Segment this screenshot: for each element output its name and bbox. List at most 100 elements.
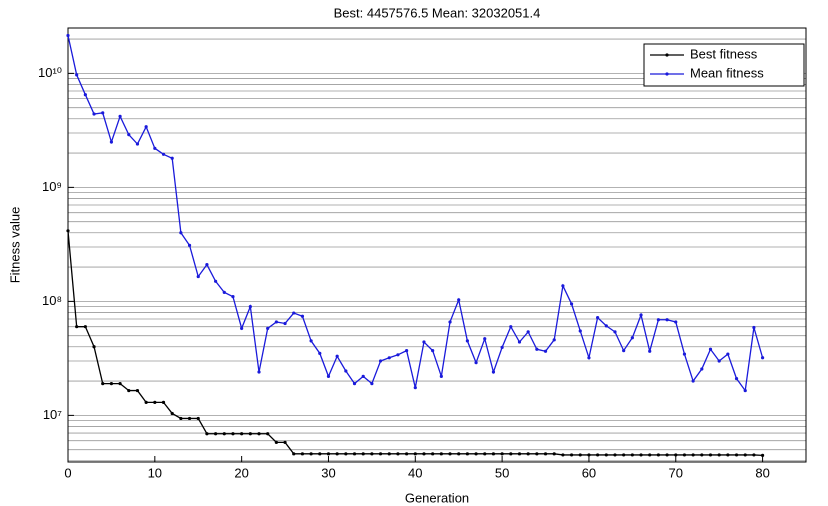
point	[648, 453, 652, 457]
point	[578, 453, 582, 457]
point	[561, 284, 565, 288]
point	[83, 325, 87, 329]
point	[604, 453, 608, 457]
point	[587, 453, 591, 457]
legend-label: Mean fitness	[690, 65, 764, 80]
point	[439, 452, 443, 456]
point	[214, 279, 218, 283]
y-tick-label: 10¹⁰	[38, 65, 62, 80]
point	[587, 356, 591, 360]
point	[396, 452, 400, 456]
point	[101, 382, 105, 386]
point	[491, 370, 496, 374]
point	[734, 453, 739, 457]
point	[274, 320, 278, 324]
y-tick-label: 10⁹	[42, 179, 62, 194]
point	[465, 452, 469, 456]
point	[448, 320, 452, 324]
point	[509, 325, 513, 329]
point	[604, 324, 608, 328]
point	[708, 453, 713, 457]
point	[535, 347, 539, 351]
point	[118, 114, 122, 118]
legend-marker	[665, 53, 669, 57]
point	[639, 453, 643, 457]
point	[361, 374, 365, 378]
x-tick-label: 50	[495, 465, 509, 480]
point	[422, 340, 426, 344]
point	[413, 386, 417, 390]
point	[292, 452, 296, 456]
point	[726, 453, 730, 457]
point	[196, 416, 200, 421]
point	[170, 411, 174, 416]
point	[153, 400, 157, 404]
point	[483, 452, 487, 456]
point	[109, 382, 114, 386]
x-tick-label: 40	[408, 465, 422, 480]
point	[491, 452, 496, 456]
point	[674, 453, 678, 457]
legend-label: Best fitness	[690, 46, 758, 61]
point	[187, 243, 192, 247]
point	[543, 452, 548, 456]
point	[127, 133, 131, 137]
point	[248, 432, 252, 436]
point	[240, 326, 244, 330]
point	[92, 345, 96, 349]
legend-marker	[665, 72, 669, 76]
point	[344, 452, 348, 456]
point	[674, 320, 678, 324]
point	[344, 369, 348, 373]
point	[179, 231, 183, 235]
point	[526, 452, 530, 456]
point	[474, 361, 478, 365]
point	[405, 452, 409, 456]
point	[726, 352, 730, 356]
point	[431, 349, 435, 353]
point	[257, 432, 261, 436]
point	[92, 112, 96, 116]
point	[326, 374, 331, 378]
point	[75, 73, 79, 77]
point	[509, 452, 513, 456]
point	[309, 452, 313, 456]
point	[691, 379, 695, 383]
point	[101, 111, 105, 115]
point	[578, 329, 582, 333]
point	[465, 339, 469, 343]
point	[66, 33, 70, 38]
point	[630, 336, 634, 340]
point	[760, 453, 765, 457]
point	[170, 156, 174, 160]
y-tick-label: 10⁸	[42, 293, 62, 308]
point	[335, 452, 339, 456]
point	[83, 93, 87, 97]
point	[517, 452, 522, 456]
point	[187, 416, 192, 421]
point	[639, 313, 643, 317]
point	[682, 352, 687, 356]
point	[543, 349, 548, 353]
y-axis-label: Fitness value	[7, 207, 22, 284]
legend-box	[643, 43, 805, 87]
point	[596, 316, 600, 320]
point	[682, 453, 687, 457]
point	[457, 298, 461, 302]
point	[378, 359, 383, 363]
point	[656, 318, 661, 322]
point	[613, 453, 617, 457]
point	[266, 326, 270, 330]
point	[231, 295, 235, 299]
point	[300, 314, 305, 318]
point	[613, 330, 617, 334]
point	[700, 367, 704, 371]
point	[413, 452, 417, 456]
point	[665, 318, 669, 322]
point	[457, 452, 461, 456]
point	[665, 453, 669, 457]
point	[526, 330, 530, 334]
point	[378, 452, 383, 456]
point	[648, 349, 652, 353]
point	[708, 347, 713, 351]
